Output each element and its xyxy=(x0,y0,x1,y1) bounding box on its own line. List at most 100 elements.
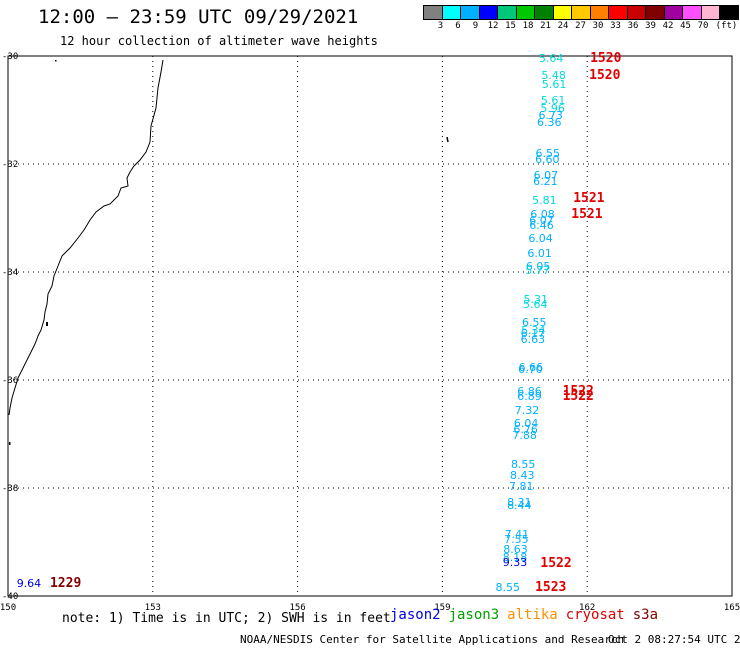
wave-height-reading: 5.61 xyxy=(541,77,567,91)
wave-height-reading: 5.61 xyxy=(540,94,566,108)
wave-height-reading: 7.41 xyxy=(504,527,530,541)
color-scale-label: 30 xyxy=(592,21,604,31)
wave-height-reading: 5.77 xyxy=(525,264,550,278)
wave-height-reading: 9.64 xyxy=(16,577,42,591)
wave-height-reading: 5.34 xyxy=(521,323,546,337)
color-scale-labels: 3 6 9 12 15 18 21 24 27 30 33 36 39 42 45 70 (ft) xyxy=(423,21,740,33)
pass-time-label: 1522 xyxy=(562,384,594,400)
wave-height-reading: 8.44 xyxy=(507,498,532,512)
wave-height-reading: 8.18 xyxy=(502,551,528,565)
color-scale-label: 9 xyxy=(472,21,479,31)
color-scale-label: 27 xyxy=(575,21,586,31)
satellite-legend-cryosat: cryosat xyxy=(565,607,625,623)
wave-height-reading: 6.86 xyxy=(517,385,542,399)
wave-height-reading: 6.66 xyxy=(518,360,544,374)
latitude-label: -36 xyxy=(2,376,18,386)
map-title: 12:00 — 23:59 UTC 09/29/2021 xyxy=(38,6,359,28)
wave-height-reading: 7.88 xyxy=(512,429,537,443)
satellite-legend-s3a: s3a xyxy=(632,607,659,623)
island-marker xyxy=(9,442,11,445)
wave-height-reading: 8.63 xyxy=(503,543,528,557)
wave-height-reading: 6.73 xyxy=(538,109,563,123)
wave-height-reading: 6.07 xyxy=(533,169,559,183)
wave-height-reading: 6.55 xyxy=(522,316,547,330)
color-scale-label: 70 xyxy=(697,21,709,31)
color-scale-label: 15 xyxy=(505,21,516,31)
map-frame xyxy=(7,55,733,597)
pass-time-label: 1520 xyxy=(589,67,621,83)
pass-time-label: 1521 xyxy=(573,191,605,207)
wave-height-reading: 6.17 xyxy=(520,326,546,340)
wave-height-reading: 5.48 xyxy=(541,68,566,82)
wave-height-reading: 8.43 xyxy=(509,468,535,482)
wave-height-reading: 5.31 xyxy=(523,293,548,307)
island-marker xyxy=(446,136,449,143)
color-scale-label: 39 xyxy=(645,21,656,31)
color-scale-label: 33 xyxy=(610,21,621,31)
wave-height-reading: 8.55 xyxy=(495,581,520,595)
satellite-legend-altika: altika xyxy=(507,607,558,623)
wave-height-reading: 6.70 xyxy=(518,363,543,377)
wave-height-reading: 5.96 xyxy=(540,101,565,115)
wave-height-reading: 6.04 xyxy=(528,231,553,245)
pass-time-label: 1520 xyxy=(590,50,622,66)
wave-height-reading: 9.33 xyxy=(502,556,528,570)
wave-height-reading: 6.89 xyxy=(517,389,542,403)
wave-height-reading: 7.55 xyxy=(504,532,529,546)
wave-height-reading: 7.81 xyxy=(509,480,534,494)
generation-timestamp: Oct 2 08:27:54 UTC 2021 xyxy=(608,633,740,646)
wave-height-reading: 6.36 xyxy=(537,115,562,129)
wave-height-reading: 6.76 xyxy=(513,422,538,436)
latitude-label: -30 xyxy=(2,52,18,62)
color-scale-label: 18 xyxy=(522,21,534,31)
color-swatch xyxy=(719,5,739,20)
satellite-legend: jason2 jason3 altika cryosat s3a xyxy=(390,607,666,623)
latitude-label: -40 xyxy=(2,592,18,602)
wave-height-reading: 8.31 xyxy=(507,495,532,509)
pass-time-label: 1521 xyxy=(571,207,603,223)
wave-height-reading: 8.55 xyxy=(510,457,536,471)
pass-time-label: 1523 xyxy=(535,580,567,596)
longitude-label: 162 xyxy=(579,603,596,613)
wave-height-reading: 5.81 xyxy=(532,193,557,207)
island-marker xyxy=(55,60,57,62)
pass-time-label: 1229 xyxy=(49,576,82,592)
pass-time-label: 1522 xyxy=(540,556,572,572)
units-note: note: 1) Time is in UTC; 2) SWH is in fe… xyxy=(62,611,391,626)
wave-height-color-scale xyxy=(423,5,739,20)
credit-line: NOAA/NESDIS Center for Satellite Applica… xyxy=(240,633,625,646)
color-scale-label: (ft) xyxy=(715,21,738,31)
longitude-label: 150 xyxy=(0,603,17,613)
wave-height-reading: 6.46 xyxy=(529,219,554,233)
longitude-label: 165 xyxy=(723,603,740,613)
color-scale-label: 36 xyxy=(627,21,639,31)
color-scale-label: 21 xyxy=(540,21,551,31)
wave-height-reading: 6.08 xyxy=(530,208,555,222)
wave-height-reading: 5.64 xyxy=(523,298,548,312)
wave-height-reading: 6.01 xyxy=(527,247,552,261)
map-subtitle: 12 hour collection of altimeter wave hei… xyxy=(60,34,378,48)
longitude-label: 156 xyxy=(289,603,306,613)
australia-coastline xyxy=(8,59,164,416)
latitude-label: -38 xyxy=(2,484,18,494)
island-marker xyxy=(46,322,48,326)
wave-height-reading: 5.64 xyxy=(538,51,564,65)
longitude-label: 159 xyxy=(434,603,451,613)
longitude-label: 153 xyxy=(144,603,161,613)
color-scale-label: 42 xyxy=(662,21,674,31)
wave-height-reading: 6.05 xyxy=(525,259,551,273)
wave-height-reading: 6.07 xyxy=(529,213,554,227)
wave-height-reading: 7.32 xyxy=(514,404,540,418)
wave-height-reading: 6.63 xyxy=(520,332,546,346)
color-scale-label: 12 xyxy=(487,21,499,31)
color-scale-label: 3 xyxy=(437,21,444,31)
pass-time-label: 1522 xyxy=(562,388,594,404)
color-scale-label: 6 xyxy=(455,21,461,31)
wave-height-reading: 6.21 xyxy=(533,174,558,188)
satellite-legend-jason2: jason2 xyxy=(390,607,441,623)
wave-height-reading: 6.60 xyxy=(535,153,560,167)
color-scale-label: 45 xyxy=(680,21,691,31)
color-scale-label: 24 xyxy=(557,21,569,31)
latitude-label: -32 xyxy=(2,160,18,170)
